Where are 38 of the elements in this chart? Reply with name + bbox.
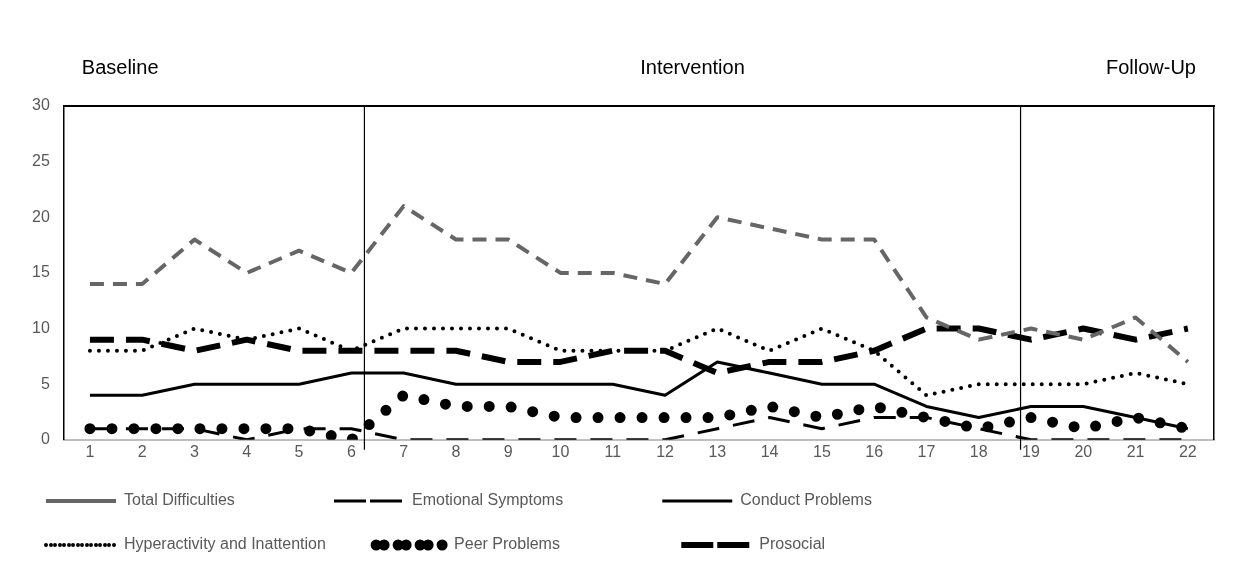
x-tick-label: 3 <box>190 442 200 460</box>
legend-label: Hyperactivity and Inattention <box>124 535 349 553</box>
legend-label: Peer Problems <box>454 535 654 553</box>
x-tick-label: 2 <box>137 442 147 460</box>
x-tick-label: 21 <box>1126 442 1145 460</box>
x-tick-label: 11 <box>604 442 622 460</box>
x-tick-label: 13 <box>708 442 727 460</box>
y-tick-label: 15 <box>32 263 50 281</box>
text: Intervention <box>640 56 745 78</box>
x-tick-label: 10 <box>551 442 570 460</box>
x-tick-label: 20 <box>1074 442 1093 460</box>
y-tick-label: 0 <box>40 430 50 448</box>
x-tick-label: 22 <box>1178 442 1197 460</box>
legend-label: Emotional Symptoms <box>411 491 635 509</box>
x-tick-label: 17 <box>917 442 936 460</box>
x-tick-label: 14 <box>760 442 779 460</box>
x-tick-label: 16 <box>865 442 884 460</box>
x-tick-label: 19 <box>1022 442 1041 460</box>
legend-label: Prosocial <box>759 535 937 553</box>
x-tick-label: 18 <box>969 442 988 460</box>
x-tick-label: 1 <box>85 442 95 460</box>
y-tick-label: 25 <box>32 152 50 170</box>
x-tick-label: 8 <box>451 442 461 460</box>
x-tick-label: 6 <box>346 442 356 460</box>
y-tick-label: 10 <box>32 318 50 336</box>
legend-label: Total Difficulties <box>124 491 306 509</box>
x-tick-label: 15 <box>812 442 831 460</box>
y-tick-label: 5 <box>40 374 50 392</box>
x-tick-label: 12 <box>656 442 675 460</box>
x-tick-label: 5 <box>294 442 304 460</box>
x-tick-label: 4 <box>242 442 252 460</box>
text: Baseline <box>81 56 159 78</box>
x-tick-label: 9 <box>503 442 513 460</box>
y-tick-label: 30 <box>32 96 50 114</box>
x-tick-label: 7 <box>399 442 409 460</box>
legend-label: Conduct Problems <box>740 491 952 509</box>
text: Follow-Up <box>1105 56 1196 78</box>
y-tick-label: 20 <box>32 207 50 225</box>
